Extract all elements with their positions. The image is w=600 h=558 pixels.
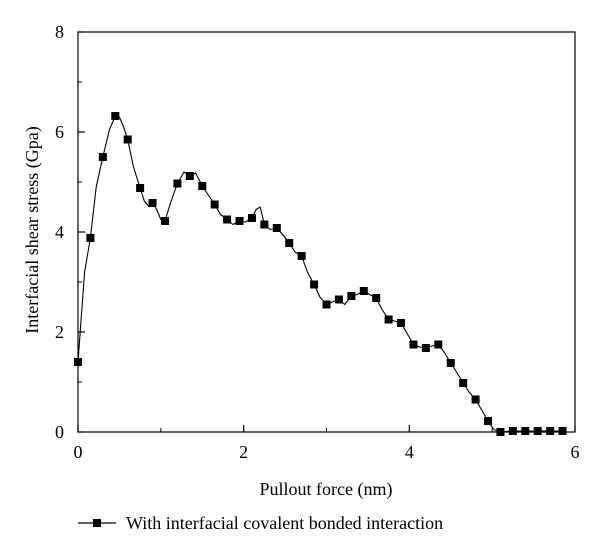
plot-frame [77,31,576,433]
series-line [77,115,563,433]
data-point [533,427,542,435]
data-point [446,359,455,367]
data-point [459,379,468,387]
data-point [111,112,120,120]
x-tick-label: 4 [405,442,414,462]
data-point [185,172,194,180]
data-point [310,280,319,289]
y-tick-label: 6 [55,122,64,142]
data-point [397,319,406,327]
data-point [123,135,132,144]
data-point [74,358,82,366]
data-point [484,417,493,425]
x-tick-label: 2 [239,442,248,462]
data-point [558,427,567,435]
data-point [260,220,269,229]
data-point [347,292,356,300]
y-tick-label: 0 [55,422,64,442]
data-point [334,295,343,304]
data-point [235,217,244,225]
data-point [272,224,281,232]
data-point [471,395,480,404]
legend-marker [93,519,101,527]
data-point [210,200,219,209]
y-tick-label: 4 [55,222,64,242]
data-point [508,427,517,435]
data-point [285,239,294,247]
y-axis-ticks: 0 2 4 6 8 [55,22,85,442]
data-point [173,179,182,188]
data-point [160,217,169,225]
series-layer [74,112,567,436]
data-point [297,252,306,260]
data-point [372,294,381,302]
data-point [86,234,95,242]
data-point [546,427,555,435]
legend-label: With interfacial covalent bonded interac… [126,513,443,533]
data-point [409,340,418,349]
x-axis-ticks: 0 2 4 6 [74,425,580,462]
data-point [223,215,232,224]
data-point [434,340,443,349]
legend: With interfacial covalent bonded interac… [78,513,443,533]
data-point [198,182,207,190]
x-tick-label: 6 [571,442,580,462]
x-axis-title: Pullout force (nm) [260,479,393,500]
data-point [384,315,393,324]
y-tick-label: 2 [55,322,64,342]
data-point [322,300,331,309]
data-point [136,184,145,192]
x-tick-label: 0 [74,442,83,462]
data-point [98,153,107,161]
data-point [496,428,505,436]
data-point [359,287,368,295]
y-tick-label: 8 [55,22,64,42]
plot-area-border [77,31,576,433]
data-point [421,344,430,352]
data-point [148,199,157,207]
data-point [247,214,256,222]
y-axis-title: Interfacial shear stress (Gpa) [22,126,43,333]
data-point [521,427,530,435]
